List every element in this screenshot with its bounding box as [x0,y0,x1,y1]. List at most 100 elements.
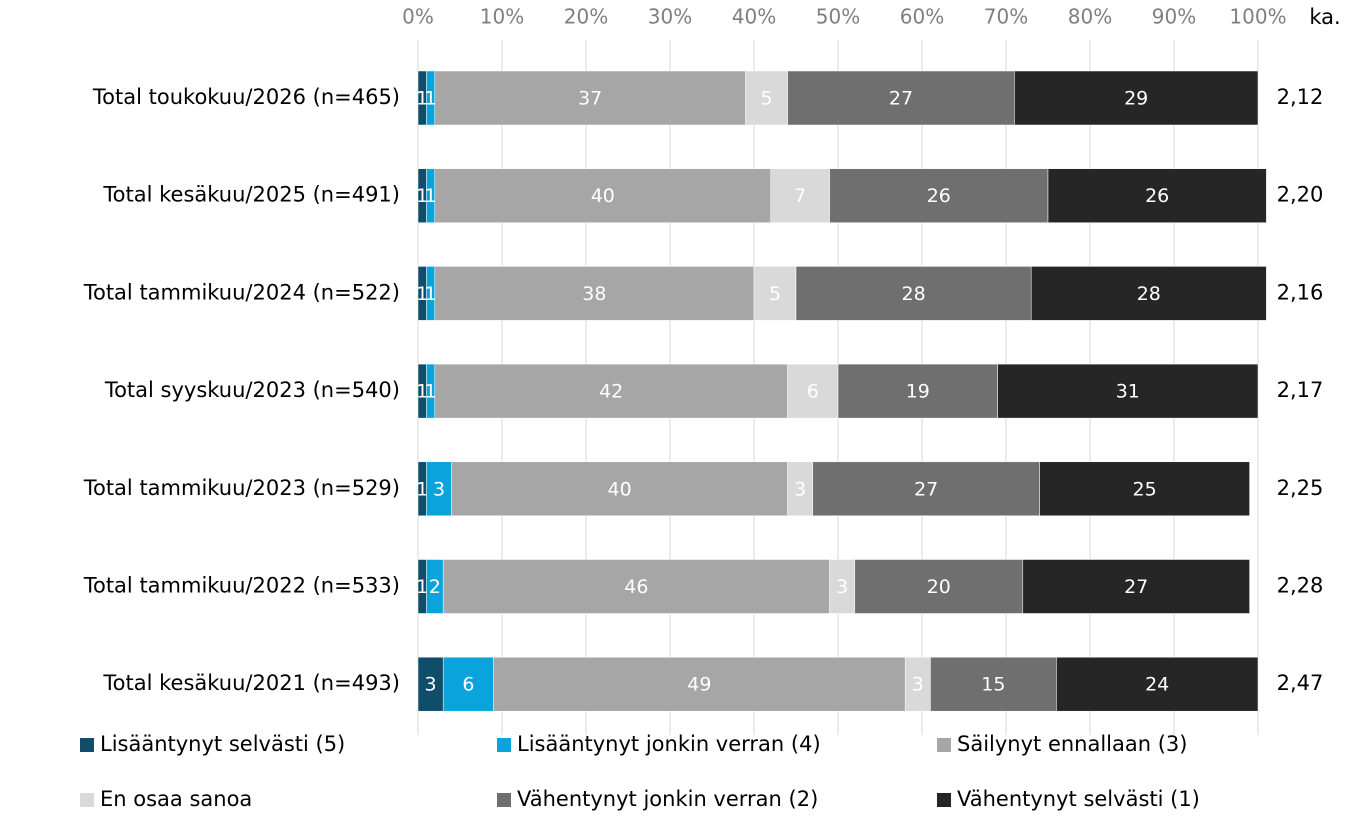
data-label: 29 [1124,88,1148,110]
bar-segment [795,266,1032,321]
bar-segment [770,168,830,223]
data-label: 1 [425,283,437,305]
bar-segment [434,266,755,321]
bar-segment [451,461,788,517]
data-label: 3 [433,478,445,500]
bar-segment [997,363,1259,419]
data-label: 27 [889,88,913,110]
data-label: 3 [425,674,437,696]
data-label: 1 [416,88,428,110]
legend-label: Lisääntynyt jonkin verran (4) [517,732,821,756]
bar-segment [434,168,772,223]
data-label: 15 [981,674,1005,696]
bar-segment [426,461,452,517]
category-label: Total kesäkuu/2025 (n=491) [102,183,400,207]
data-label: 26 [927,185,951,207]
data-label: 20 [927,576,951,598]
legend-swatch [497,793,511,807]
data-label: 1 [425,185,437,207]
data-label: 49 [687,674,711,696]
mean-label: 2,12 [1277,85,1324,109]
category-label: Total tammikuu/2022 (n=533) [83,574,400,598]
category-label: Total tammikuu/2023 (n=529) [83,476,400,500]
mean-label: 2,17 [1277,378,1324,402]
data-label: 1 [416,381,428,403]
bar-segment [1047,168,1267,223]
x-tick-label: 80% [1068,5,1112,29]
data-label: 27 [914,478,938,500]
bar-segment [930,656,1057,712]
x-tick-label: 40% [732,5,776,29]
bar-segment [829,168,1049,223]
data-label: 3 [912,674,924,696]
bar-segment [787,363,839,419]
bar-segment [1030,266,1267,321]
legend-label: Lisääntynyt selvästi (5) [100,732,345,756]
data-label: 25 [1133,478,1157,500]
bar-segment [812,461,1040,517]
data-label: 5 [769,283,781,305]
legend-label: En osaa sanoa [100,787,252,811]
data-label: 27 [1124,576,1148,598]
data-label: 19 [906,381,930,403]
bar-segment [787,70,1015,126]
legend-swatch [80,793,94,807]
data-label: 28 [1137,283,1161,305]
bar-segment [745,70,788,126]
x-tick-label: 10% [480,5,524,29]
data-label: 37 [578,88,602,110]
data-label: 40 [608,478,632,500]
data-label: 2 [429,576,441,598]
legend-label: Säilynyt ennallaan (3) [957,732,1188,756]
legend-label: Vähentynyt jonkin verran (2) [517,787,818,811]
data-label: 40 [591,185,615,207]
bar-segment [442,559,830,614]
legend-label: Vähentynyt selvästi (1) [957,787,1200,811]
category-label: Total tammikuu/2024 (n=522) [83,280,400,304]
legend-swatch [497,738,511,752]
data-label: 1 [416,478,428,500]
x-tick-label: 90% [1152,5,1196,29]
data-label: 7 [794,185,806,207]
bar-segment [434,70,746,126]
bar-segment [854,559,1024,614]
data-label: 42 [599,381,623,403]
data-label: 1 [416,576,428,598]
data-label: 26 [1145,185,1169,207]
bar-segment [1039,461,1250,517]
data-label: 1 [425,381,437,403]
mean-label: 2,20 [1277,183,1324,207]
legend-swatch [937,738,951,752]
data-label: 1 [416,283,428,305]
data-label: 1 [425,88,437,110]
x-tick-label: 60% [900,5,944,29]
bar-segment [493,656,906,712]
data-label: 1 [416,185,428,207]
data-label: 3 [836,576,848,598]
x-tick-label: 30% [648,5,692,29]
legend-swatch [937,793,951,807]
category-label: Total syyskuu/2023 (n=540) [104,378,400,402]
x-tick-label: 100% [1229,5,1286,29]
mean-label: 2,47 [1277,671,1324,695]
data-label: 31 [1116,381,1140,403]
bar-segment [753,266,797,321]
bar-segment [837,363,998,419]
data-label: 6 [807,381,819,403]
bar-segment [1014,70,1259,126]
data-label: 5 [761,88,773,110]
bar-segment [1056,656,1259,712]
bar-segment [904,656,931,712]
data-label: 6 [462,674,474,696]
mean-label: 2,28 [1277,574,1324,598]
bar-segment [417,656,444,712]
x-tick-label: 0% [402,5,434,29]
data-label: 3 [794,478,806,500]
data-label: 28 [902,283,926,305]
bar-segment [434,363,788,419]
category-label: Total kesäkuu/2021 (n=493) [102,671,400,695]
x-tick-label: 70% [984,5,1028,29]
data-label: 46 [624,576,648,598]
x-tick-label: 20% [564,5,608,29]
legend-swatch [80,738,94,752]
